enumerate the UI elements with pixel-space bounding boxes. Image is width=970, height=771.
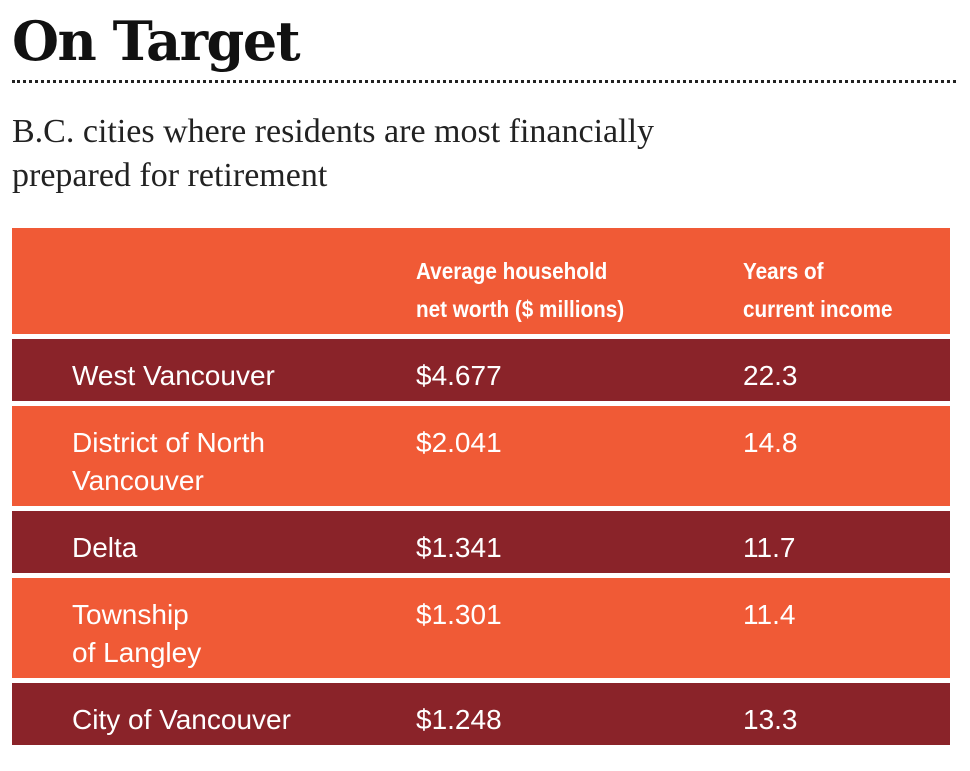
city-name-line: Township <box>72 599 189 630</box>
table-row: Delta $1.341 11.7 <box>12 511 950 573</box>
city-cell: City of Vancouver <box>72 701 392 739</box>
column-header-net-worth: Average household net worth ($ millions) <box>416 252 624 328</box>
chart-subtitle: B.C. cities where residents are most fin… <box>12 110 912 198</box>
chart-title: On Target <box>12 9 301 73</box>
net-worth-cell: $1.248 <box>416 704 502 735</box>
years-income-cell: 11.4 <box>743 599 796 630</box>
years-income-cell: 13.3 <box>743 704 798 735</box>
city-cell: District of North Vancouver <box>72 424 392 500</box>
table-row: District of North Vancouver $2.041 14.8 <box>12 406 950 506</box>
table-row: Township of Langley $1.301 11.4 <box>12 578 950 678</box>
city-cell: Township of Langley <box>72 596 392 672</box>
column-header-years-income: Years of current income <box>743 252 893 328</box>
column-header-line: Years of <box>743 258 824 284</box>
subtitle-line: B.C. cities where residents are most fin… <box>12 113 655 150</box>
net-worth-cell: $2.041 <box>416 427 502 458</box>
subtitle-line: prepared for retirement <box>12 157 328 194</box>
net-worth-cell: $1.301 <box>416 599 502 630</box>
city-name-line: Delta <box>72 532 138 563</box>
city-name-line: Vancouver <box>72 465 204 496</box>
dotted-divider <box>12 80 956 83</box>
table-row: City of Vancouver $1.248 13.3 <box>12 683 950 745</box>
column-header-line: current income <box>743 296 893 322</box>
net-worth-cell: $1.341 <box>416 532 502 563</box>
column-header-line: Average household <box>416 258 608 284</box>
years-income-cell: 22.3 <box>743 360 798 391</box>
years-income-cell: 14.8 <box>743 427 798 458</box>
city-name-line: District of North <box>72 427 265 458</box>
column-header-line: net worth ($ millions) <box>416 296 625 322</box>
city-name-line: City of Vancouver <box>72 704 291 735</box>
city-cell: West Vancouver <box>72 357 392 395</box>
table-header-row: Average household net worth ($ millions)… <box>12 228 950 334</box>
city-cell: Delta <box>72 529 392 567</box>
data-table: Average household net worth ($ millions)… <box>12 228 950 745</box>
table-row: West Vancouver $4.677 22.3 <box>12 339 950 401</box>
city-name-line: West Vancouver <box>72 360 275 391</box>
city-name-line: of Langley <box>72 637 202 668</box>
net-worth-cell: $4.677 <box>416 360 502 391</box>
years-income-cell: 11.7 <box>743 532 796 563</box>
